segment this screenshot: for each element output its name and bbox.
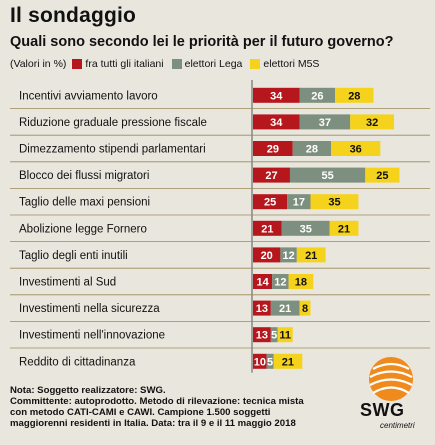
chart-title: Il sondaggio (10, 4, 137, 27)
bar-segment (365, 167, 400, 183)
data-label: 36 (350, 144, 362, 156)
category-label: Taglio delle maxi pensioni (19, 197, 150, 209)
data-label: 21 (261, 223, 273, 235)
bar-segment (253, 247, 281, 263)
bar-segment (253, 87, 300, 103)
data-label: 28 (348, 90, 360, 102)
data-label: 20 (261, 250, 273, 262)
data-label: 14 (256, 277, 269, 289)
bar-segment (253, 274, 273, 289)
data-label: 5 (271, 330, 277, 342)
note-line: Nota: Soggetto realizzatore: SWG. (10, 385, 166, 396)
bar-segment (277, 327, 293, 343)
note-line: con metodo CATI-CAMI e CAWI. Campione 1.… (10, 407, 271, 418)
legend: (Valori in %) fra tutti gli italiani ele… (10, 58, 319, 70)
category-label: Abolizione legge Fornero (19, 223, 147, 235)
data-label: 26 (311, 90, 323, 102)
data-label: 12 (282, 250, 294, 262)
centimetri-logo-text: centimetri (380, 421, 415, 430)
category-label: Incentivi avviamento lavoro (19, 90, 158, 102)
bar-segment (266, 353, 274, 369)
legend-swatch-italiani (72, 59, 83, 69)
data-label: 27 (265, 170, 277, 182)
bar-segment (253, 327, 271, 343)
bar-segment (270, 300, 300, 316)
legend-label-lega: elettori Lega (184, 58, 243, 70)
data-label: 18 (295, 277, 307, 289)
bar-segment (296, 247, 326, 263)
bar-segment (253, 141, 293, 156)
data-label: 35 (300, 223, 312, 235)
bar-segment (289, 167, 366, 183)
note-line: maggiorenni residenti in Italia. Data: t… (10, 418, 296, 429)
note-line: Committente: autoprodotto. Metodo di ril… (10, 396, 304, 407)
legend-label-italiani: fra tutti gli italiani (85, 58, 164, 70)
category-label: Investimenti nell'innovazione (19, 330, 165, 342)
data-label: 29 (267, 144, 279, 156)
data-label: 8 (302, 303, 308, 315)
data-label: 21 (279, 303, 291, 315)
legend-unit-note: (Valori in %) (10, 58, 67, 70)
bar-segment (329, 220, 359, 236)
bar-segment (253, 194, 288, 210)
bar-segment (253, 114, 300, 130)
chart-subtitle: Quali sono secondo lei le priorità per i… (10, 34, 394, 50)
data-label: 34 (270, 90, 283, 102)
swg-logo-text: SWG (360, 400, 405, 420)
bar-segment (331, 141, 381, 156)
methodology-note: Nota: Soggetto realizzatore: SWG. Commit… (10, 385, 340, 429)
category-label: Dimezzamento stipendi parlamentari (19, 144, 206, 156)
bar-segment (253, 167, 290, 183)
data-label: 35 (328, 197, 340, 209)
bar-segment (299, 300, 311, 316)
bar-segment (292, 141, 332, 156)
data-label: 37 (319, 117, 331, 129)
bar-segment (272, 274, 289, 289)
bar-segment (273, 353, 303, 369)
bar-segment (270, 327, 278, 343)
category-label: Taglio degli enti inutili (19, 250, 128, 262)
bar-segment (253, 353, 267, 369)
data-label: 5 (267, 356, 273, 368)
legend-swatch-lega (171, 59, 182, 69)
legend-label-m5s: elettori M5S (263, 58, 320, 70)
bar-segment (287, 194, 311, 210)
bar-segment (310, 194, 359, 210)
data-label: 55 (321, 170, 333, 182)
legend-swatch-m5s (250, 59, 261, 69)
data-label: 10 (254, 356, 266, 368)
bar-segment (350, 114, 395, 130)
swg-logo-icon (369, 357, 413, 401)
data-label: 12 (274, 277, 286, 289)
category-label: Investimenti al Sud (19, 277, 116, 289)
data-label: 28 (306, 144, 318, 156)
category-label: Reddito di cittadinanza (19, 356, 136, 368)
data-label: 25 (264, 197, 276, 209)
data-label: 21 (338, 223, 350, 235)
bar-segment (335, 87, 374, 103)
bar-segment (299, 87, 336, 103)
category-label: Blocco dei flussi migratori (19, 170, 149, 182)
bar-segment (299, 114, 351, 130)
data-label: 13 (256, 330, 268, 342)
category-label: Investimenti nella sicurezza (19, 303, 160, 315)
bar-segment (253, 220, 282, 236)
data-label: 34 (270, 117, 283, 129)
data-label: 25 (376, 170, 388, 182)
category-label: Riduzione graduale pressione fiscale (19, 117, 207, 129)
data-label: 21 (282, 356, 294, 368)
bar-segment (253, 300, 271, 316)
data-label: 17 (293, 197, 305, 209)
data-label: 11 (279, 330, 291, 342)
data-label: 32 (366, 117, 378, 129)
data-label: 21 (305, 250, 317, 262)
data-label: 13 (256, 303, 268, 315)
bar-segment (288, 274, 314, 289)
bar-segment (281, 220, 330, 236)
stacked-bar-chart: Incentivi avviamento lavoro 34 26 28 Riduzio… (10, 80, 430, 373)
bar-segment (280, 247, 297, 263)
